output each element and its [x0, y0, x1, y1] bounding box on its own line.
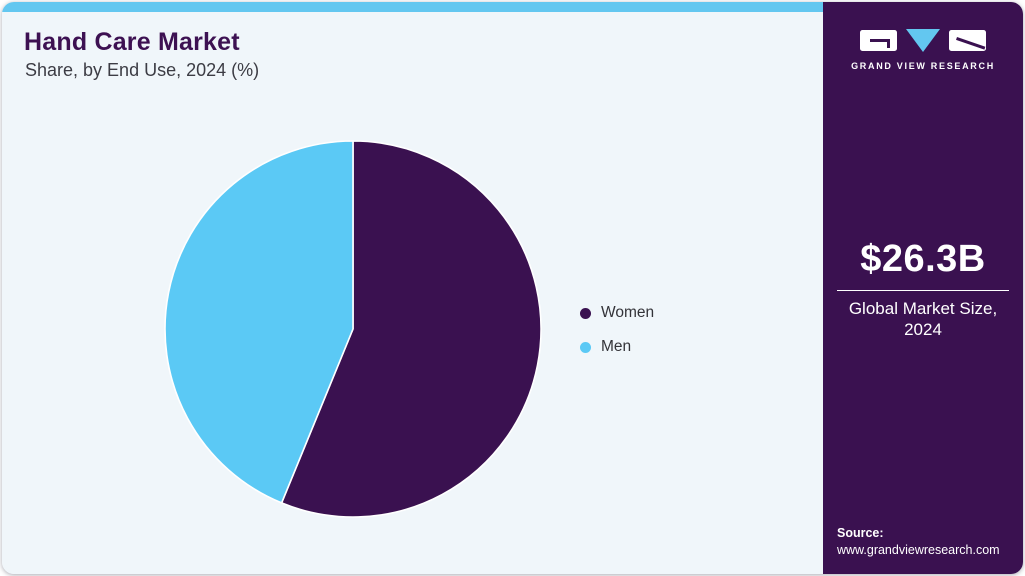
sidebar: GRAND VIEW RESEARCH $26.3B Global Market… — [823, 2, 1023, 574]
legend-item-men: Men — [580, 336, 654, 358]
pie-slice-women — [280, 140, 542, 518]
market-size-value: $26.3B — [860, 238, 986, 280]
chart-panel: Hand Care Market Share, by End Use, 2024… — [2, 2, 823, 574]
pie-slice-men — [164, 140, 354, 504]
source-block: Source: www.grandviewresearch.com — [837, 525, 1000, 559]
legend-label-men: Men — [601, 338, 632, 355]
logo-g-icon — [860, 30, 897, 51]
page-subtitle: Share, by End Use, 2024 (%) — [25, 60, 260, 80]
gvr-logo: GRAND VIEW RESEARCH — [823, 29, 1023, 71]
stat-divider — [837, 290, 1009, 291]
logo-wordmark: GRAND VIEW RESEARCH — [851, 61, 995, 71]
top-accent-bar — [2, 2, 823, 12]
market-size-label-line1: Global Market Size, — [848, 299, 998, 318]
source-url: www.grandviewresearch.com — [837, 543, 1000, 557]
legend-label-women: Women — [601, 304, 655, 321]
page-title: Hand Care Market — [24, 28, 240, 56]
legend-dot-women — [580, 307, 591, 319]
market-size-stat: $26.3B Global Market Size, 2024 — [823, 238, 1023, 340]
logo-v-icon — [906, 29, 940, 52]
market-size-label-line2: 2024 — [904, 320, 942, 339]
pie-chart — [164, 140, 542, 518]
legend-dot-men — [580, 341, 591, 353]
logo-r-icon — [949, 30, 986, 51]
source-label: Source: — [837, 526, 884, 540]
gvr-logo-shapes — [860, 29, 986, 52]
legend: Women Men — [580, 302, 654, 370]
legend-item-women: Women — [580, 302, 654, 324]
